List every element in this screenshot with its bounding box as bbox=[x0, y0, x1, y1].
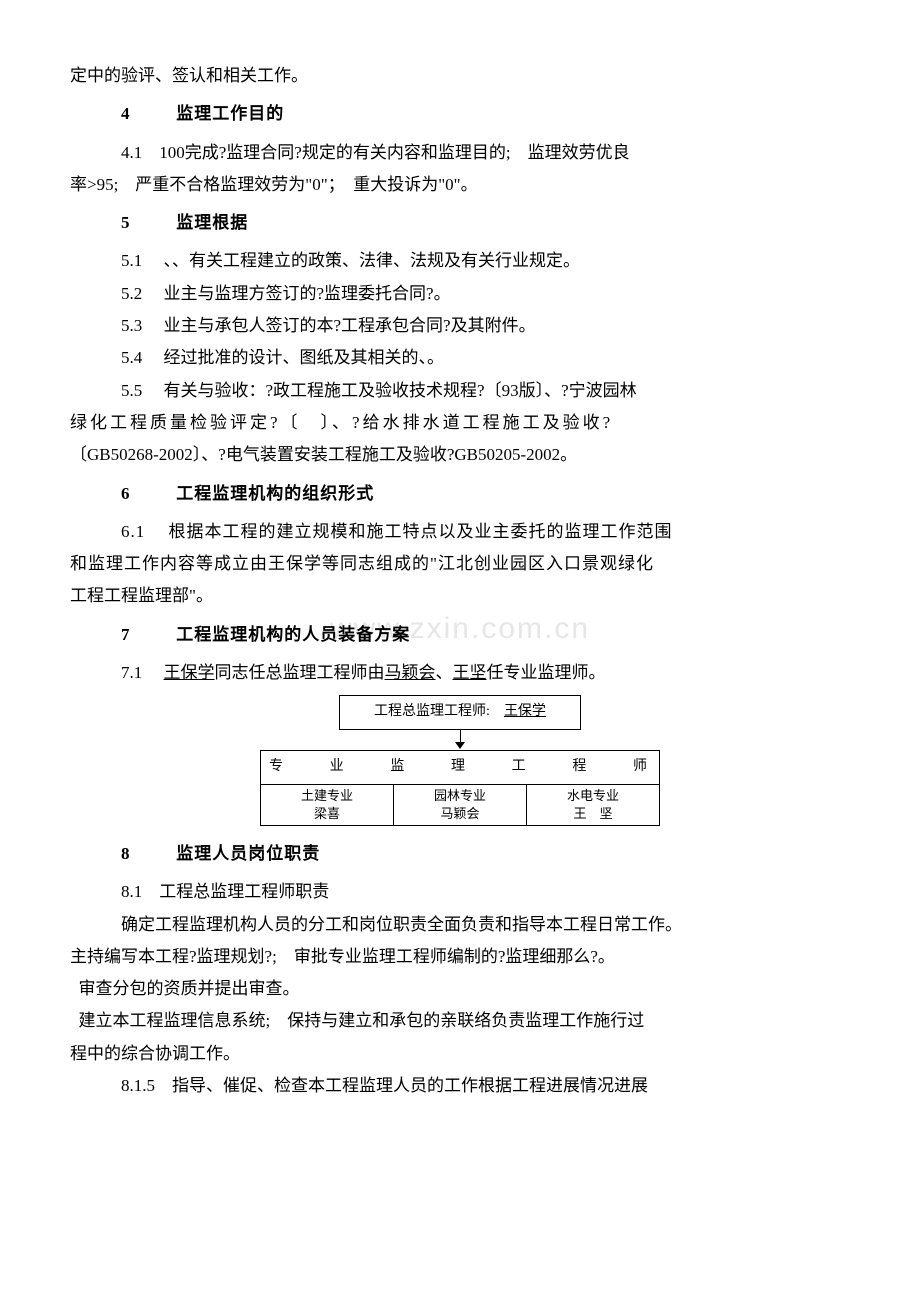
text: 任专业监理师。 bbox=[487, 663, 606, 682]
section-4-1-line1: 4.1 100完成?监理合同?规定的有关内容和监理目的; 监理效劳优良 bbox=[70, 137, 850, 169]
section-6-1-line1: 6.1 根据本工程的建立规模和施工特点以及业主委托的监理工作范围 bbox=[70, 516, 850, 548]
continuation-text: 定中的验评、签认和相关工作。 bbox=[70, 60, 850, 92]
section-8-1-5: 8.1.5 指导、催促、检查本工程监理人员的工作根据工程进展情况进展 bbox=[70, 1070, 850, 1102]
section-8-1-body4a: 建立本工程监理信息系统; 保持与建立和承包的亲联络负责监理工作施行过 bbox=[70, 1005, 850, 1037]
section-number: 7 bbox=[121, 625, 130, 644]
org-name: 马颖会 bbox=[440, 806, 479, 821]
section-title: 监理工作目的 bbox=[176, 104, 284, 123]
section-8-1-body4b: 程中的综合协调工作。 bbox=[70, 1038, 850, 1070]
section-6-1-line2: 和监理工作内容等成立由王保学等同志组成的"江北创业园区入口景观绿化 bbox=[70, 548, 850, 580]
section-8-1: 8.1 工程总监理工程师职责 bbox=[70, 876, 850, 908]
person-name: 马颖会 bbox=[385, 663, 436, 682]
section-8-1-body3: 审查分包的资质并提出审查。 bbox=[70, 973, 850, 1005]
section-number: 8 bbox=[121, 844, 130, 863]
section-5-1: 5.1 、、有关工程建立的政策、法律、法规及有关行业规定。 bbox=[70, 245, 850, 277]
org-row: 土建专业 梁喜 园林专业 马颖会 水电专业 王 坚 bbox=[260, 785, 660, 826]
section-title: 监理人员岗位职责 bbox=[176, 844, 320, 863]
org-header: 专业监理工程师 bbox=[260, 750, 660, 785]
org-cell: 水电专业 王 坚 bbox=[526, 785, 659, 825]
section-7-heading: 7 工程监理机构的人员装备方案 bbox=[70, 619, 850, 651]
section-5-5-line1: 5.5 有关与验收：?政工程施工及验收技术规程?〔93版〕、?宁波园林 bbox=[70, 375, 850, 407]
section-6-1-line3: 工程工程监理部"。 bbox=[70, 580, 850, 612]
org-top-name: 王保学 bbox=[504, 704, 546, 719]
section-7-1: 7.1 王保学同志任总监理工程师由马颖会、王坚任专业监理师。 bbox=[70, 657, 850, 689]
org-cell: 园林专业 马颖会 bbox=[393, 785, 526, 825]
section-8-1-body1: 确定工程监理机构人员的分工和岗位职责全面负责和指导本工程日常工作。 bbox=[70, 909, 850, 941]
org-chart: 工程总监理工程师: 王保学 专业监理工程师 土建专业 梁喜 园林专业 马颖会 水… bbox=[260, 695, 660, 826]
section-title: 工程监理机构的人员装备方案 bbox=[176, 625, 410, 644]
section-5-2: 5.2 业主与监理方签订的?监理委托合同?。 bbox=[70, 278, 850, 310]
org-cell: 土建专业 梁喜 bbox=[261, 785, 393, 825]
section-5-4: 5.4 经过批准的设计、图纸及其相关的、。 bbox=[70, 342, 850, 374]
section-number: 5 bbox=[121, 213, 130, 232]
text: 7.1 bbox=[121, 663, 164, 682]
org-dept: 水电专业 bbox=[567, 788, 619, 803]
section-5-5-line3: 〔GB50268-2002〕、?电气装置安装工程施工及验收?GB50205-20… bbox=[70, 439, 850, 471]
text: 同志任总监理工程师由 bbox=[215, 663, 385, 682]
person-name: 王坚 bbox=[453, 663, 487, 682]
section-4-1-line2: 率>95; 严重不合格监理效劳为"0"； 重大投诉为"0"。 bbox=[70, 169, 850, 201]
section-5-5-line2: 绿化工程质量检验评定?〔 〕、?给水排水道工程施工及验收? bbox=[70, 407, 850, 439]
org-name: 王 坚 bbox=[573, 806, 612, 821]
org-name: 梁喜 bbox=[314, 806, 340, 821]
section-title: 工程监理机构的组织形式 bbox=[176, 484, 374, 503]
org-top-label: 工程总监理工程师: bbox=[374, 704, 490, 719]
section-8-heading: 8 监理人员岗位职责 bbox=[70, 838, 850, 870]
org-dept: 园林专业 bbox=[434, 788, 486, 803]
section-4-heading: 4 监理工作目的 bbox=[70, 98, 850, 130]
section-5-heading: 5 监理根据 bbox=[70, 207, 850, 239]
person-name: 王保学 bbox=[164, 663, 215, 682]
section-number: 6 bbox=[121, 484, 130, 503]
org-arrow bbox=[260, 730, 660, 750]
section-6-heading: 6 工程监理机构的组织形式 bbox=[70, 478, 850, 510]
text: 、 bbox=[436, 663, 453, 682]
section-number: 4 bbox=[121, 104, 130, 123]
org-top-box: 工程总监理工程师: 王保学 bbox=[339, 695, 581, 730]
org-dept: 土建专业 bbox=[301, 788, 353, 803]
section-5-3: 5.3 业主与承包人签订的本?工程承包合同?及其附件。 bbox=[70, 310, 850, 342]
section-title: 监理根据 bbox=[176, 213, 248, 232]
section-8-1-body2: 主持编写本工程?监理规划?; 审批专业监理工程师编制的?监理细那么?。 bbox=[70, 941, 850, 973]
